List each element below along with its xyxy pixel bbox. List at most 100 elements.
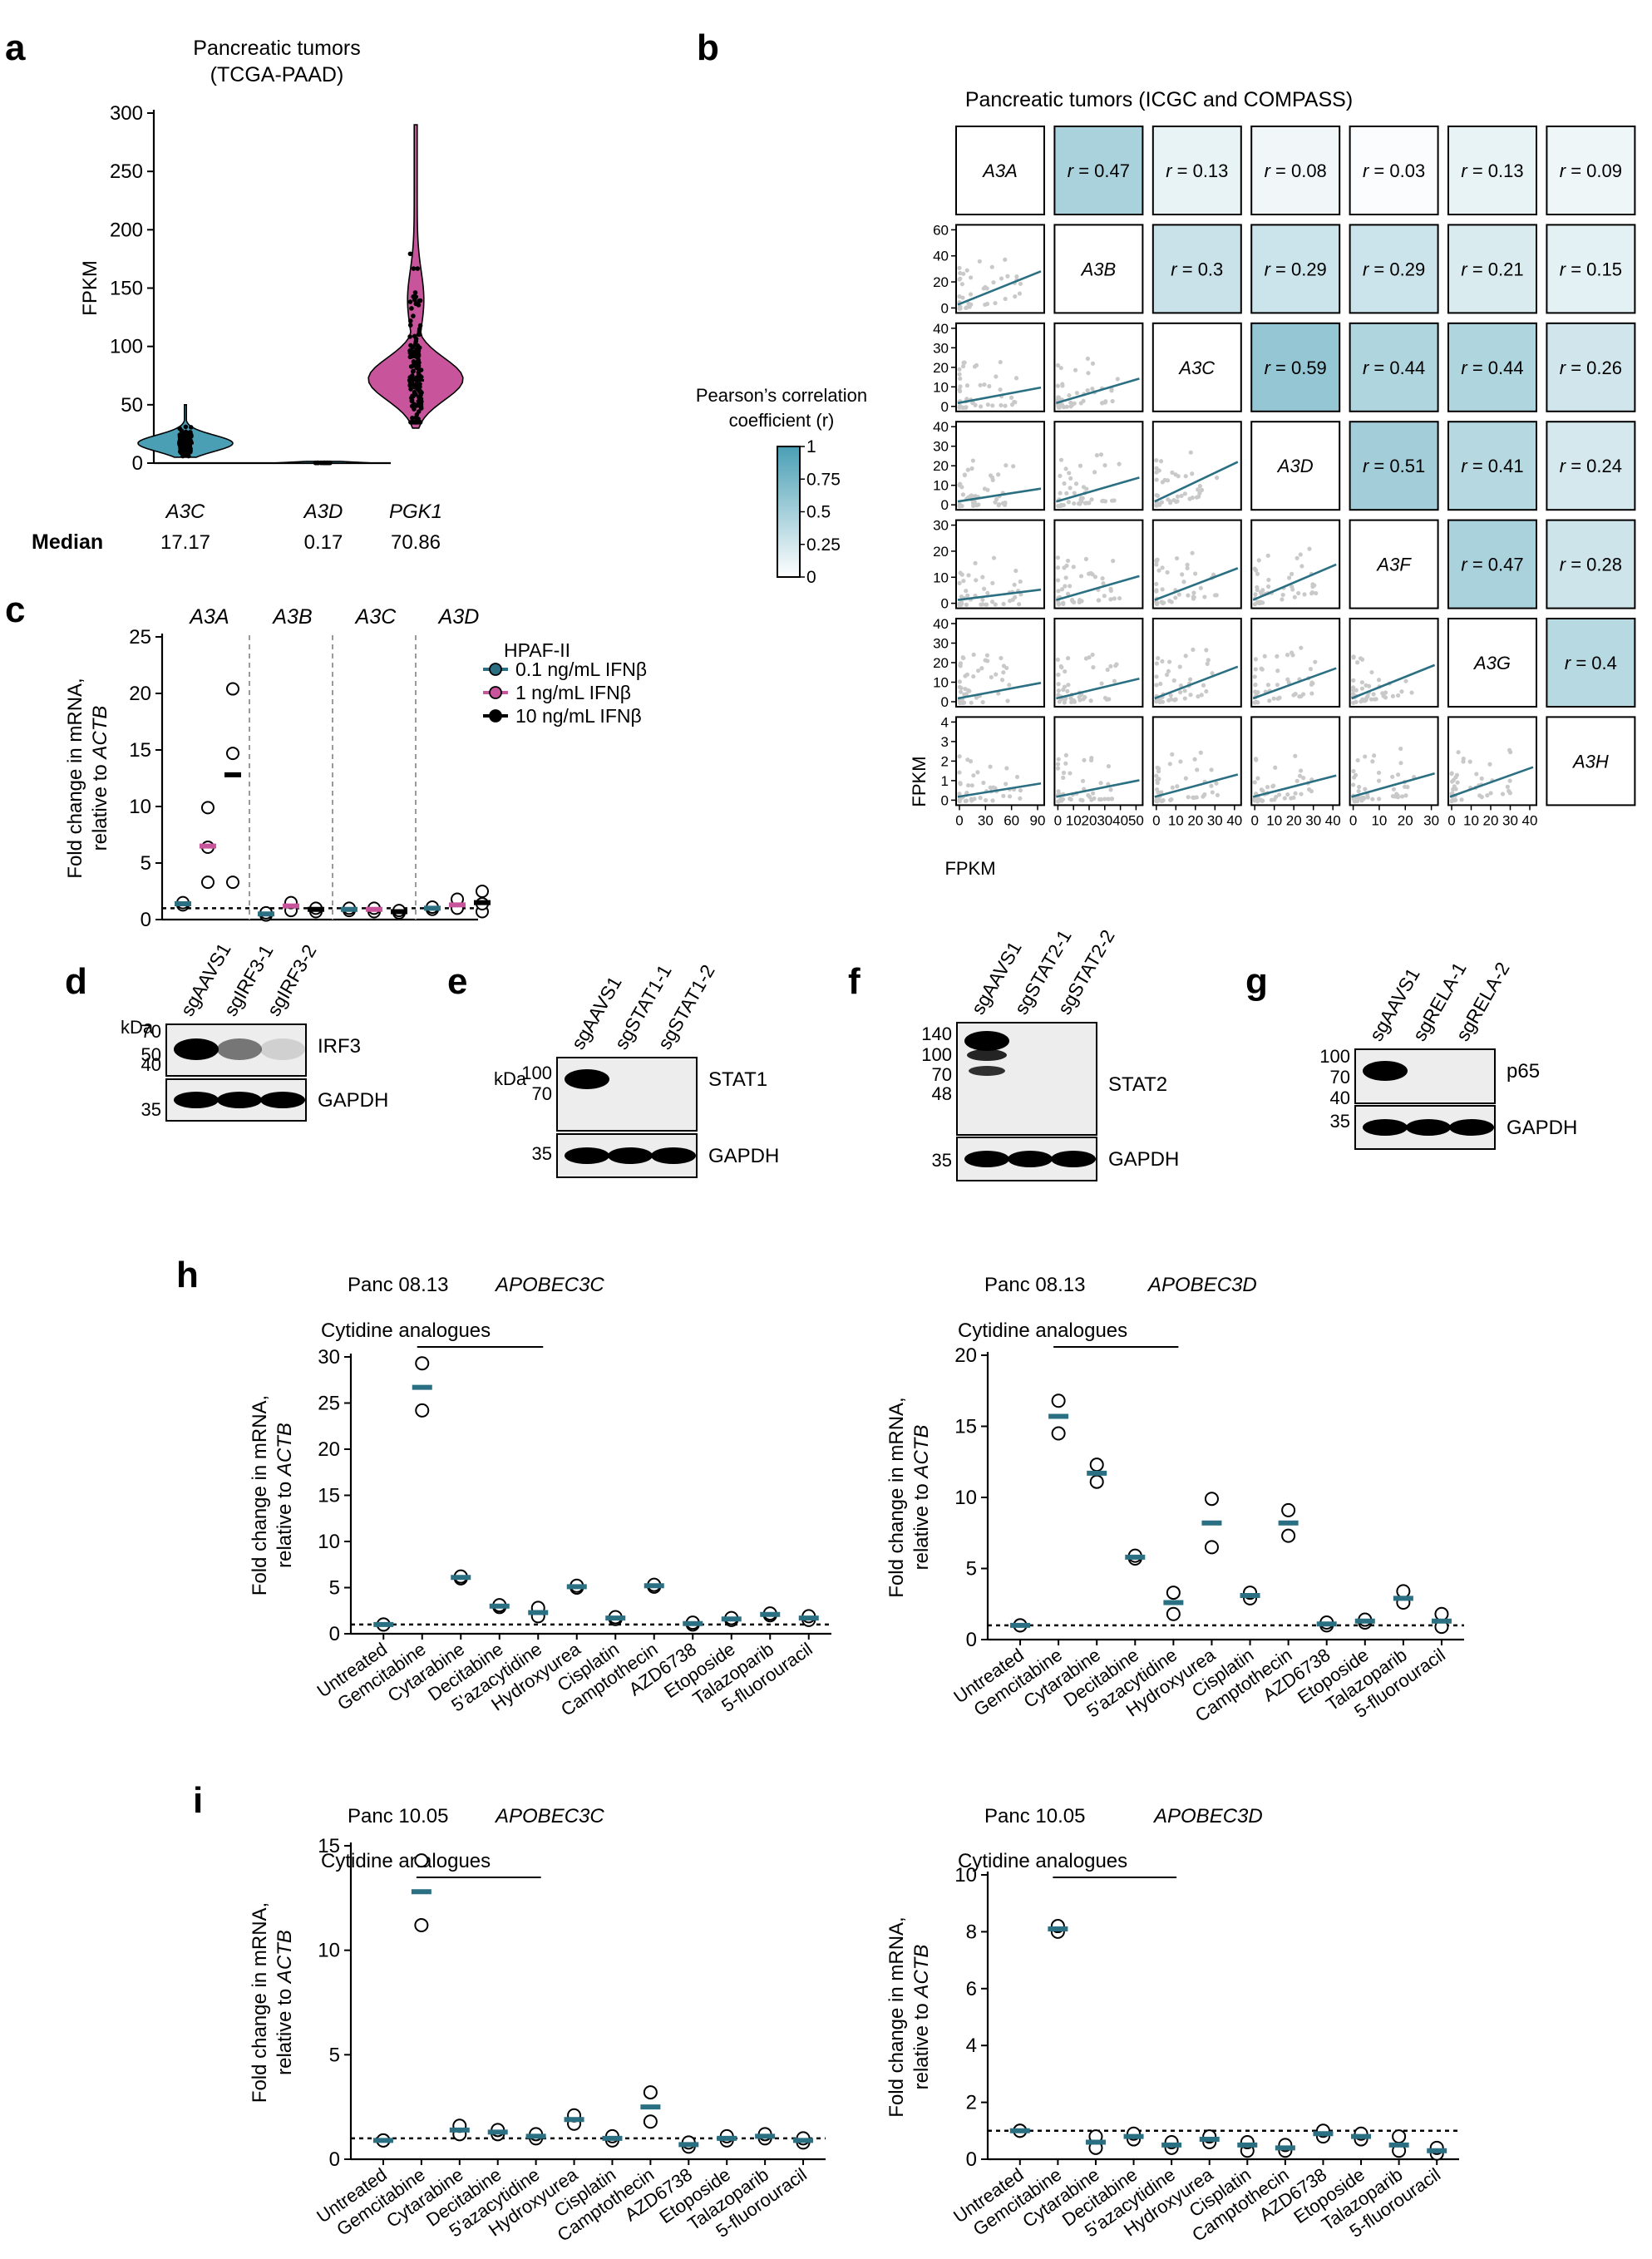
scatter-point	[1293, 692, 1298, 697]
ylabel-plain: relative to	[910, 1998, 933, 2090]
scatter-point	[1013, 568, 1018, 574]
scatter-point	[1067, 471, 1072, 476]
violin-point	[417, 328, 422, 334]
matrix-cell-A3B-A3F	[1349, 224, 1439, 314]
correlation-r: r	[1265, 160, 1272, 181]
correlation-number: = 0.4	[1571, 653, 1617, 673]
scatter-point	[1280, 592, 1285, 598]
violin-point	[418, 406, 424, 411]
chart-y-tick-label: 10	[318, 1531, 340, 1553]
scatter-point	[1260, 788, 1265, 793]
scatter-point	[1056, 688, 1062, 693]
scatter-point	[989, 264, 994, 269]
scatter-point	[1363, 754, 1368, 759]
panel-a-x-tick-label: A3D	[303, 501, 343, 523]
panel-c-point	[226, 875, 239, 890]
cytidine-bracket-label: Cytidine analogues	[321, 1850, 491, 1872]
blot-marker-label: 35	[141, 1099, 161, 1120]
matrix-cell-A3G-A3B	[1053, 618, 1144, 708]
scatter-point	[1117, 461, 1122, 466]
scatter-point	[1154, 683, 1159, 688]
scatter-point	[964, 672, 970, 677]
panel-c-y-label-line2: relative to ACTB	[89, 706, 111, 851]
scatter-point	[1065, 688, 1070, 693]
scatter-point	[1271, 783, 1276, 788]
matrix-cell-A3A-A3C	[1151, 126, 1242, 215]
scatter-point	[1185, 565, 1190, 570]
scatter-point	[1310, 584, 1315, 589]
regression-line	[1449, 766, 1534, 798]
scatter-point	[1074, 390, 1080, 396]
scatter-point	[1508, 750, 1513, 755]
scatter-point	[1003, 296, 1008, 302]
scatter-point	[1266, 577, 1271, 583]
scatter-point	[971, 773, 976, 778]
scatter-point	[987, 383, 992, 389]
scatter-point	[1290, 587, 1295, 592]
chart-y-tick-label: 2	[966, 2092, 977, 2114]
scatter-point	[1365, 795, 1370, 800]
chart-y-tick-label: 10	[954, 1487, 977, 1509]
scatter-point	[957, 792, 962, 797]
chart-y-tick-label: 25	[318, 1393, 340, 1415]
violin-point	[414, 385, 420, 390]
scatter-point	[1182, 491, 1187, 496]
scatter-point	[1188, 677, 1193, 682]
scatter-point	[1084, 486, 1089, 491]
scatter-point	[971, 673, 976, 679]
panel-c-group-label: A3A	[188, 605, 229, 629]
scatter-point	[1252, 780, 1257, 785]
scatter-point	[969, 759, 974, 764]
scatter-point	[1399, 794, 1405, 799]
correlation-r: r	[1068, 160, 1075, 181]
scatter-point	[1169, 599, 1174, 604]
scatter-point	[1066, 683, 1071, 688]
panel-label-a: a	[5, 27, 26, 68]
scatter-point	[979, 404, 984, 409]
correlation-r: r	[1461, 160, 1468, 181]
ylabel-gene: ACTB	[274, 1930, 296, 1985]
scatter-point	[1479, 795, 1484, 800]
scatter-point	[1097, 598, 1102, 603]
violin-point	[417, 388, 423, 394]
violin-point	[177, 426, 182, 432]
scatter-point	[1193, 571, 1198, 576]
scatter-point	[961, 271, 966, 276]
matrix-y-tick-label: 40	[933, 419, 949, 435]
scatter-point	[1171, 497, 1176, 503]
colorbar-tick-label: 0.25	[806, 535, 841, 555]
matrix-cell-A3D-A3D	[1250, 421, 1341, 511]
scatter-point	[1084, 501, 1089, 506]
panel-a-y-axis-label: FPKM	[79, 260, 101, 316]
scatter-point	[1073, 481, 1079, 486]
panel-c-y-tick-label: 0	[141, 909, 151, 931]
matrix-cell-A3A-A3G	[1447, 126, 1537, 215]
scatter-point	[1252, 566, 1257, 571]
blot-marker-label: 100	[921, 1044, 952, 1065]
scatter-point	[1110, 398, 1115, 404]
scatter-point	[1253, 683, 1258, 688]
scatter-point	[1293, 791, 1298, 796]
chart-y-tick-label: 15	[318, 1485, 340, 1507]
matrix-y-tick-label: 20	[933, 655, 949, 671]
correlation-r: r	[1461, 259, 1468, 279]
scatter-point	[1058, 491, 1063, 496]
chart-y-tick-label: 8	[966, 1921, 977, 1943]
scatter-point	[996, 472, 1001, 477]
chart-point	[415, 1356, 430, 1371]
scatter-point	[1167, 499, 1172, 504]
chart-y-tick-label: 0	[966, 1629, 977, 1651]
matrix-y-tick-label: 60	[933, 222, 949, 238]
colorbar-title-line2: coefficient (r)	[729, 410, 835, 431]
scatter-point	[1090, 652, 1095, 658]
legend-text-1: 1 ng/mL IFNβ	[515, 682, 631, 703]
regression-line	[1154, 665, 1239, 700]
panel-label-b: b	[697, 27, 719, 68]
scatter-point	[1001, 793, 1006, 798]
scatter-point	[1275, 696, 1280, 701]
scatter-point	[1191, 590, 1196, 595]
violin-point	[414, 412, 420, 417]
scatter-point	[994, 374, 999, 379]
scatter-point	[983, 658, 988, 663]
violin-point	[410, 369, 416, 374]
